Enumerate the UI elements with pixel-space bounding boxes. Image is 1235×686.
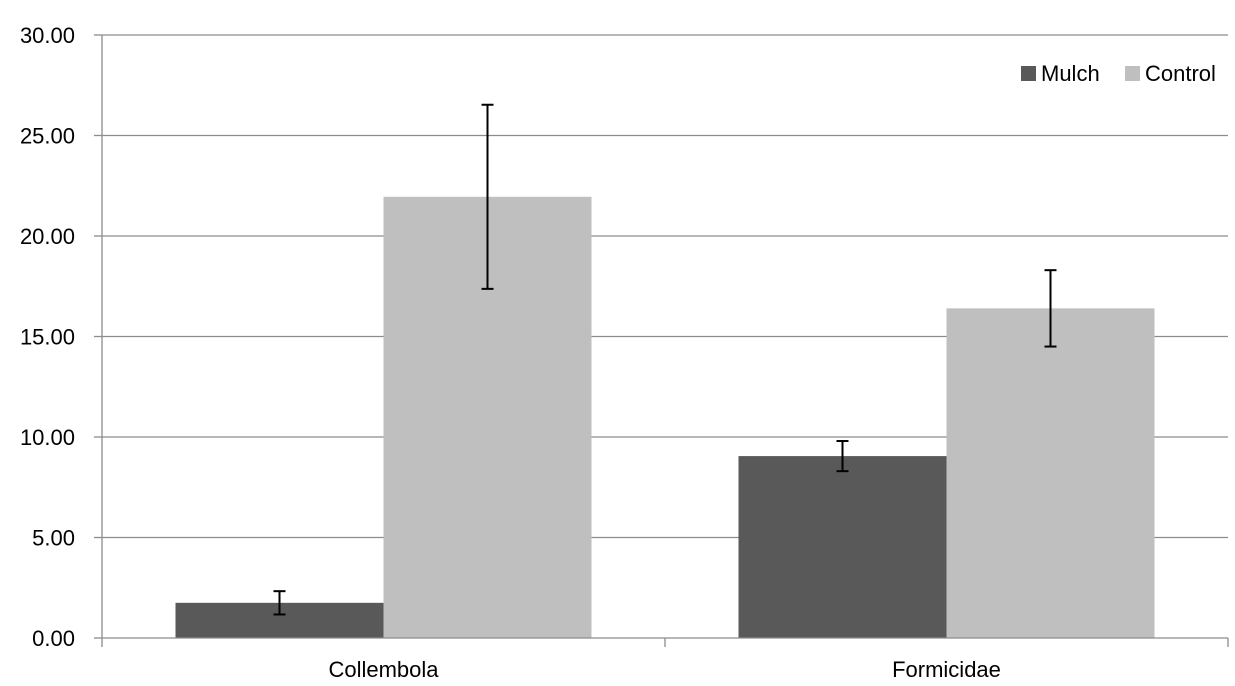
y-tick-label: 5.00 xyxy=(32,526,75,551)
y-axis: 0.00 5.00 10.00 15.00 20.00 25.00 30.00 xyxy=(20,23,103,651)
x-category-label: Formicidae xyxy=(892,657,1001,682)
legend-swatch-mulch xyxy=(1021,66,1036,81)
bar-mulch-formicidae xyxy=(738,456,947,638)
bar-control-formicidae xyxy=(946,308,1155,638)
legend: Mulch Control xyxy=(1021,61,1216,86)
y-tick-label: 10.00 xyxy=(20,425,75,450)
bars xyxy=(175,196,1155,638)
legend-label-control: Control xyxy=(1145,61,1216,86)
error-bars xyxy=(273,103,1057,616)
y-tick-label: 20.00 xyxy=(20,224,75,249)
x-axis: Collembola Formicidae xyxy=(101,637,1229,682)
legend-label-mulch: Mulch xyxy=(1041,61,1100,86)
x-category-label: Collembola xyxy=(328,657,439,682)
legend-swatch-control xyxy=(1125,66,1140,81)
y-tick-label: 30.00 xyxy=(20,23,75,48)
y-tick-label: 0.00 xyxy=(32,626,75,651)
y-tick-label: 15.00 xyxy=(20,325,75,350)
y-tick-label: 25.00 xyxy=(20,124,75,149)
